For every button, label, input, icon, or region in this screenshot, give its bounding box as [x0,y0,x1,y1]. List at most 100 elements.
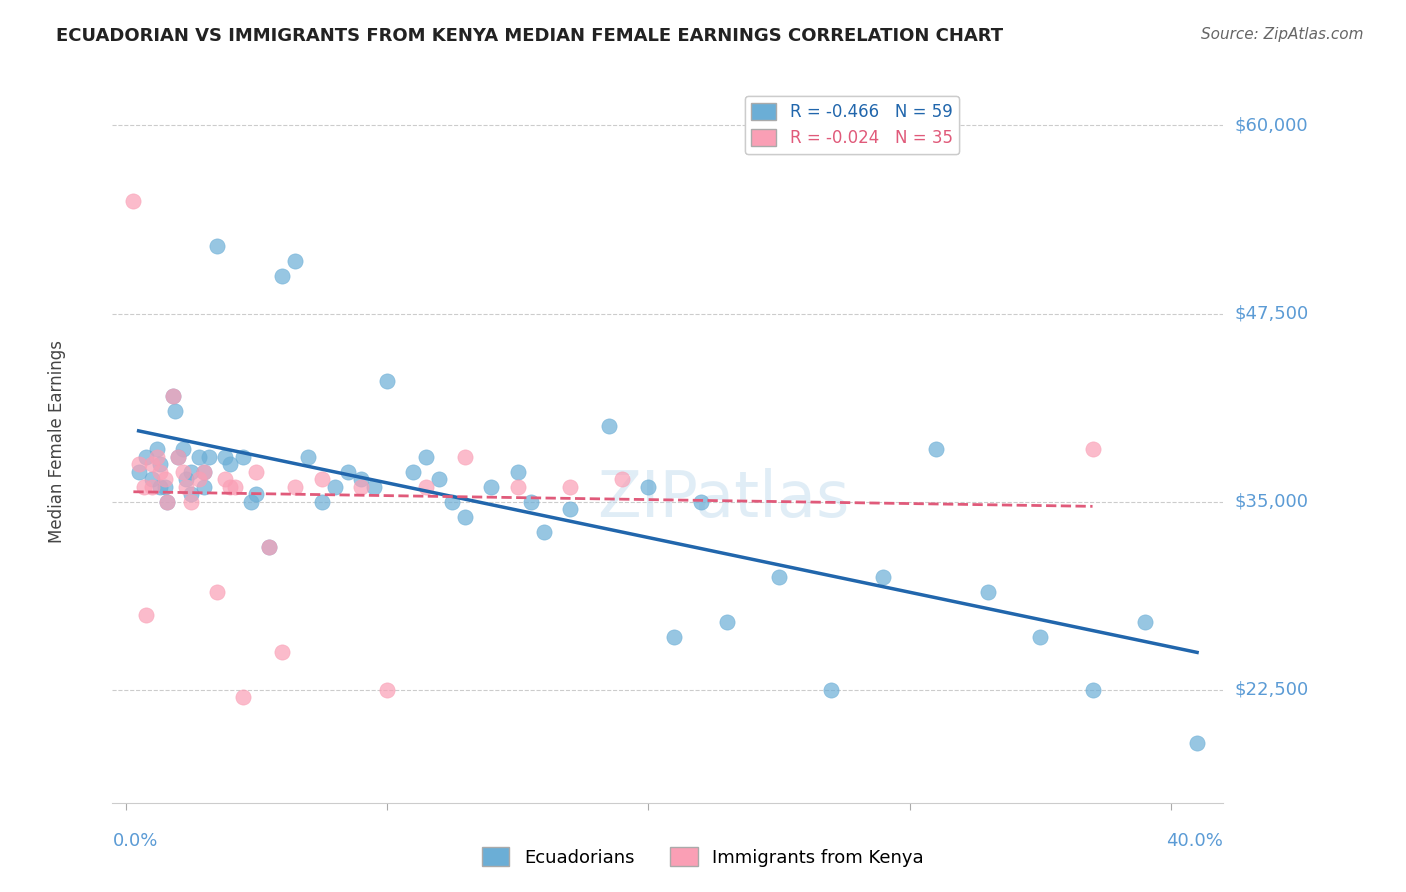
Text: $47,500: $47,500 [1234,304,1309,323]
Point [162,389,184,403]
Point [146,450,169,464]
Point [1081,442,1104,456]
Point [533,524,555,539]
Point [427,472,450,486]
Point [122,194,145,208]
Point [323,480,346,494]
Point [174,480,197,494]
Point [768,570,790,584]
Point [284,480,307,494]
Point [454,509,477,524]
Point [415,450,437,464]
Point [1081,682,1104,697]
Point [198,450,221,464]
Point [506,480,529,494]
Point [141,472,163,486]
Point [402,465,425,479]
Point [214,472,236,486]
Point [172,465,194,479]
Point [689,494,711,508]
Point [156,494,179,508]
Point [153,472,176,486]
Point [1029,630,1052,644]
Point [146,442,169,456]
Point [219,480,242,494]
Point [1185,735,1208,749]
Text: $22,500: $22,500 [1234,681,1309,699]
Point [598,419,620,434]
Point [128,457,150,471]
Point [172,442,194,456]
Point [187,450,209,464]
Point [820,682,842,697]
Text: ZIPatlas: ZIPatlas [598,468,849,531]
Point [977,585,1000,599]
Point [135,607,157,622]
Point [311,494,333,508]
Point [224,480,246,494]
Point [375,375,398,389]
Point [180,494,202,508]
Point [214,450,236,464]
Point [506,465,529,479]
Text: $35,000: $35,000 [1234,492,1309,511]
Point [259,540,281,554]
Point [141,457,163,471]
Point [872,570,894,584]
Point [1133,615,1156,630]
Point [193,465,215,479]
Point [156,494,179,508]
Text: $60,000: $60,000 [1234,117,1308,135]
Point [162,389,184,403]
Point [245,487,267,501]
Point [135,450,157,464]
Point [219,457,242,471]
Point [180,465,202,479]
Point [350,472,373,486]
Point [259,540,281,554]
Point [193,480,215,494]
Point [297,450,319,464]
Point [271,268,294,283]
Point [610,472,633,486]
Point [148,465,170,479]
Point [153,480,176,494]
Point [205,239,228,253]
Point [240,494,263,508]
Point [166,450,188,464]
Point [375,682,398,697]
Point [454,450,477,464]
Point [558,502,581,516]
Point [232,450,254,464]
Point [128,465,150,479]
Point [519,494,541,508]
Point [148,457,170,471]
Point [205,585,228,599]
Point [415,480,437,494]
Point [441,494,464,508]
Text: ECUADORIAN VS IMMIGRANTS FROM KENYA MEDIAN FEMALE EARNINGS CORRELATION CHART: ECUADORIAN VS IMMIGRANTS FROM KENYA MEDI… [56,27,1004,45]
Point [187,472,209,486]
Point [311,472,333,486]
Point [232,690,254,705]
Point [350,480,373,494]
Point [716,615,738,630]
Point [558,480,581,494]
Point [363,480,385,494]
Text: 40.0%: 40.0% [1167,831,1223,850]
Point [174,472,197,486]
Point [193,465,215,479]
Point [271,645,294,659]
Legend: R = -0.466   N = 59, R = -0.024   N = 35: R = -0.466 N = 59, R = -0.024 N = 35 [745,95,959,153]
Point [245,465,267,479]
Point [132,480,155,494]
Point [141,480,163,494]
Point [637,480,659,494]
Point [165,404,187,418]
Text: Source: ZipAtlas.com: Source: ZipAtlas.com [1201,27,1364,42]
Point [180,487,202,501]
Point [284,253,307,268]
Point [336,465,359,479]
Text: 0.0%: 0.0% [112,831,157,850]
Point [166,450,188,464]
